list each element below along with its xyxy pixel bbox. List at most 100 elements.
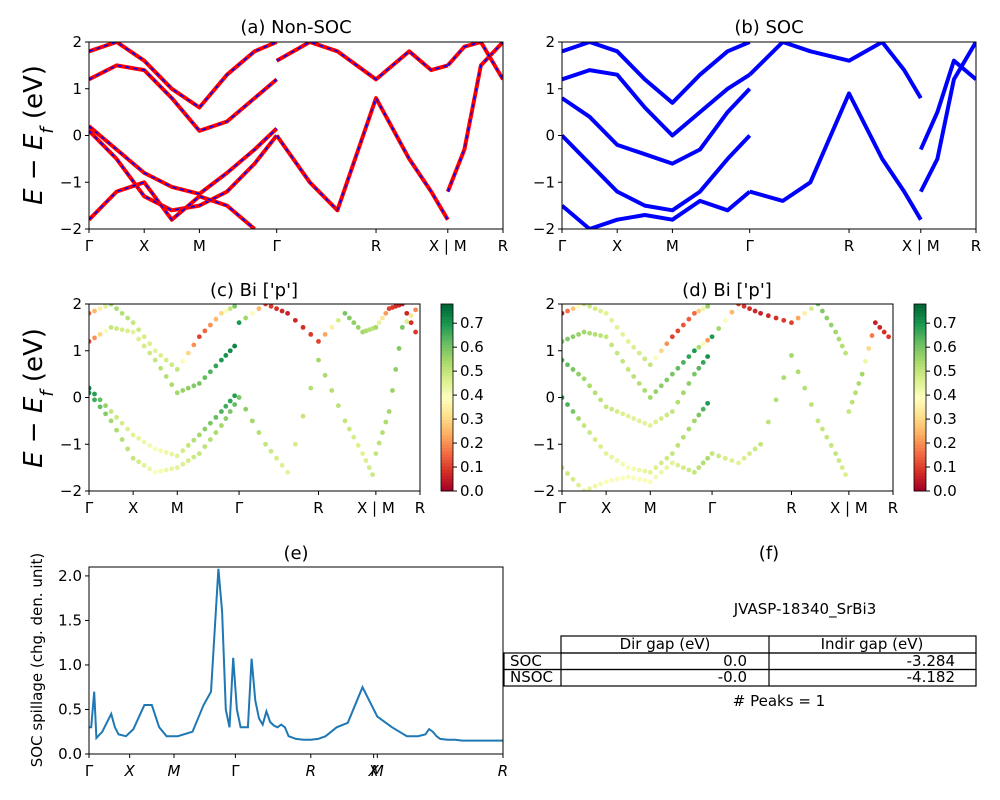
band-point xyxy=(292,441,298,447)
band-point xyxy=(386,409,392,414)
band-point xyxy=(346,315,352,321)
band-point xyxy=(136,336,142,342)
band-point xyxy=(363,458,369,464)
colorbar-segment xyxy=(914,347,926,352)
band-point xyxy=(249,418,255,424)
band-point xyxy=(213,363,219,369)
band-point xyxy=(141,462,147,468)
table-row-soc-label: SOC xyxy=(510,652,542,670)
band-point xyxy=(581,423,587,428)
band-point xyxy=(700,360,706,365)
band-line-soc xyxy=(562,134,752,213)
band-point xyxy=(675,328,681,334)
colorbar-segment xyxy=(441,338,453,342)
band-point xyxy=(185,458,191,464)
band-point xyxy=(705,400,711,406)
band-line-dashed xyxy=(89,125,278,195)
band-point xyxy=(285,310,290,316)
band-point xyxy=(191,454,197,460)
colorbar-segment xyxy=(441,388,453,392)
band-point xyxy=(642,388,648,393)
band-point xyxy=(653,474,659,480)
band-point xyxy=(592,390,598,396)
axes-frame xyxy=(88,566,504,755)
colorbar-segment xyxy=(441,372,453,377)
band-point xyxy=(185,443,191,448)
panel-f-title: (f) xyxy=(759,543,779,564)
x-tick-label: X xyxy=(128,499,138,517)
band-point xyxy=(598,444,604,449)
band-point xyxy=(716,453,722,459)
x-tick-label: R xyxy=(888,499,898,517)
band-point xyxy=(675,365,681,371)
colorbar-segment xyxy=(914,444,926,448)
colorbar-segment xyxy=(441,385,453,389)
band-point xyxy=(227,348,233,354)
colorbar-segment xyxy=(914,381,926,386)
band-point xyxy=(202,426,208,432)
band-point xyxy=(370,472,375,478)
band-point xyxy=(136,459,142,465)
colorbar-segment xyxy=(914,332,926,336)
band-point xyxy=(729,309,735,315)
band-line-soc xyxy=(562,42,751,105)
band-point xyxy=(274,306,279,312)
colorbar-segment xyxy=(441,459,453,464)
colorbar-tick-label: 0.4 xyxy=(460,386,484,404)
band-point xyxy=(581,376,587,382)
band-point xyxy=(174,390,180,396)
ylabel-top-sub: f xyxy=(37,125,58,134)
band-point xyxy=(114,326,119,331)
table-peaks: # Peaks = 1 xyxy=(733,692,825,710)
colorbar-segment xyxy=(441,462,453,467)
band-point xyxy=(686,316,692,322)
band-point xyxy=(853,390,858,396)
band-point xyxy=(758,310,763,316)
y-tick-label: 1 xyxy=(72,342,82,360)
band-point xyxy=(373,451,379,456)
band-point xyxy=(355,324,361,330)
band-point xyxy=(152,348,158,354)
colorbar-segment xyxy=(914,462,926,467)
band-line-soc xyxy=(562,190,751,229)
x-tick-label: Γ xyxy=(558,237,567,255)
band-point xyxy=(680,434,686,440)
band-point xyxy=(316,357,321,363)
colorbar-segment xyxy=(441,481,453,486)
band-point xyxy=(576,304,581,309)
band-point xyxy=(329,388,335,393)
colorbar-segment xyxy=(441,447,453,451)
colorbar-segment xyxy=(914,466,926,470)
band-point xyxy=(819,426,825,432)
band-point xyxy=(158,353,164,358)
colorbar-segment xyxy=(914,322,926,327)
band-point xyxy=(705,304,711,309)
colorbar-segment xyxy=(441,428,453,433)
colorbar-segment xyxy=(441,341,453,346)
band-point xyxy=(236,395,242,400)
colorbar-segment xyxy=(441,335,453,339)
band-point xyxy=(636,418,642,424)
band-point xyxy=(839,343,845,349)
band-point xyxy=(152,469,158,475)
band-point xyxy=(207,322,213,328)
colorbar-segment xyxy=(441,425,453,430)
band-line-dashed xyxy=(89,64,278,132)
band-point xyxy=(609,342,615,348)
band-point xyxy=(808,306,814,312)
band-point xyxy=(292,317,298,323)
colorbar-frame xyxy=(440,303,454,492)
colorbar-segment xyxy=(441,400,453,405)
colorbar-c: 0.7 0.6 0.5 0.4 0.3 0.2 0.1 0.0 xyxy=(440,303,484,500)
band-point xyxy=(202,328,208,334)
band-point xyxy=(322,372,328,378)
colorbar-segment xyxy=(914,369,926,374)
band-point xyxy=(773,315,779,321)
band-point xyxy=(89,339,92,344)
colorbar-segment xyxy=(914,385,926,389)
band-point xyxy=(620,358,626,364)
band-point xyxy=(136,327,142,333)
x-tick-label: R xyxy=(306,762,316,780)
band-point xyxy=(565,402,570,407)
band-line-dashed xyxy=(276,96,449,221)
